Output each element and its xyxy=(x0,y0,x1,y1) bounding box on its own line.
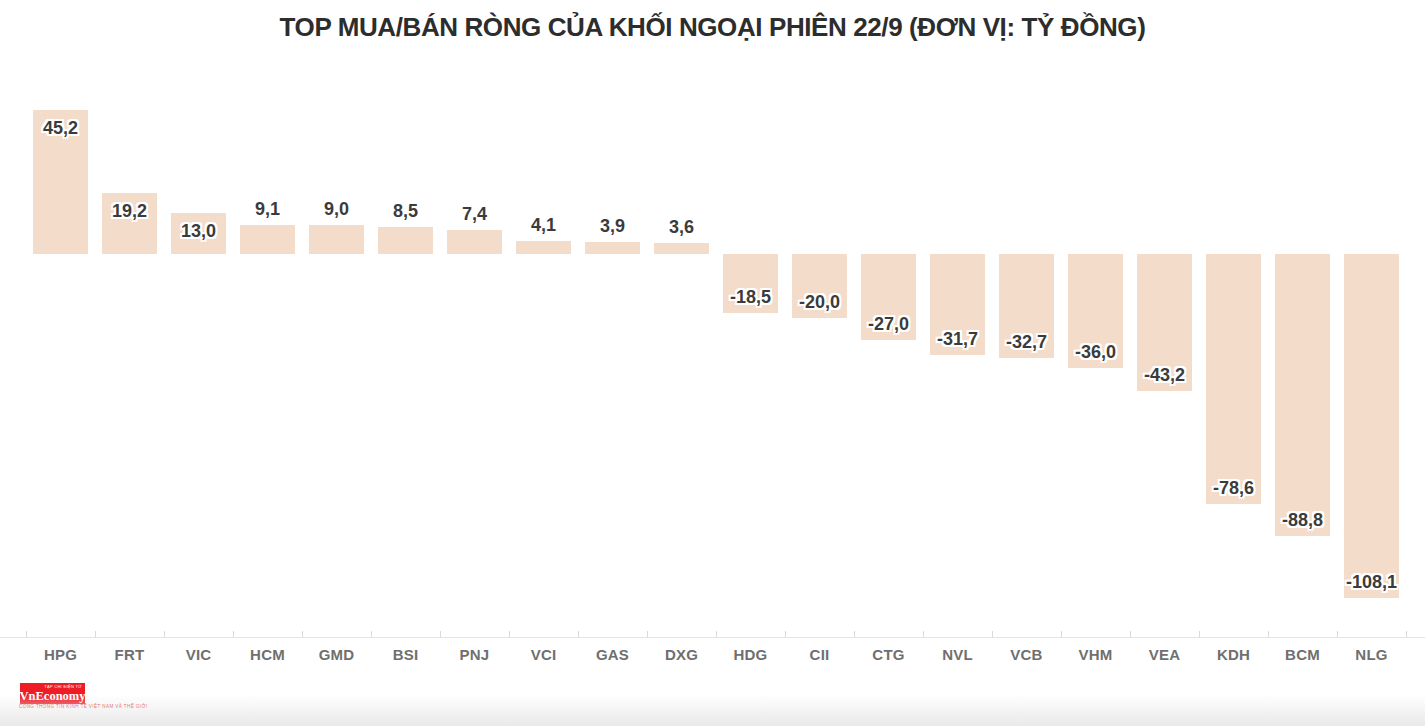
x-axis-tick xyxy=(164,631,165,637)
x-axis-label-NLG: NLG xyxy=(1337,646,1406,663)
bar-value-label-GAS: 3,9 xyxy=(600,216,625,237)
bar-value-label-DXG: 3,6 xyxy=(669,217,694,238)
bar-BSI xyxy=(378,227,433,254)
bar-NLG xyxy=(1344,254,1399,598)
bar-GAS xyxy=(585,242,640,254)
x-axis-tick xyxy=(95,631,96,637)
x-axis-label-VIC: VIC xyxy=(164,646,233,663)
x-axis-tick xyxy=(1061,631,1062,637)
bar-value-label-VEA: -43,2 xyxy=(1144,365,1185,386)
x-axis-tick xyxy=(1337,631,1338,637)
bar-value-label-NLG: -108,1 xyxy=(1346,572,1397,593)
bar-value-label-CII: -20,0 xyxy=(799,292,840,313)
bottom-gradient xyxy=(0,694,1425,726)
x-axis-label-BCM: BCM xyxy=(1268,646,1337,663)
x-axis-tick xyxy=(302,631,303,637)
bar-GMD xyxy=(309,225,364,254)
x-axis-tick xyxy=(578,631,579,637)
x-axis-label-BSI: BSI xyxy=(371,646,440,663)
bar-VCI xyxy=(516,241,571,254)
x-axis-tick xyxy=(716,631,717,637)
x-axis-label-CII: CII xyxy=(785,646,854,663)
bar-value-label-BCM: -88,8 xyxy=(1282,510,1323,531)
x-axis-tick xyxy=(854,631,855,637)
bar-value-label-BSI: 8,5 xyxy=(393,201,418,222)
x-axis-tick xyxy=(233,631,234,637)
bar-KDH xyxy=(1206,254,1261,504)
x-axis-tick xyxy=(1406,631,1407,637)
x-axis-tick xyxy=(1268,631,1269,637)
x-axis-label-HCM: HCM xyxy=(233,646,302,663)
bar-value-label-FRT: 19,2 xyxy=(112,201,147,222)
x-axis-tick xyxy=(1199,631,1200,637)
bar-HCM xyxy=(240,225,295,254)
x-axis-tick xyxy=(785,631,786,637)
x-axis-label-VHM: VHM xyxy=(1061,646,1130,663)
bar-value-label-VHM: -36,0 xyxy=(1075,342,1116,363)
x-axis-tick xyxy=(923,631,924,637)
x-axis-label-HDG: HDG xyxy=(716,646,785,663)
x-axis-label-VCB: VCB xyxy=(992,646,1061,663)
x-axis-tick xyxy=(1130,631,1131,637)
x-axis-tick xyxy=(647,631,648,637)
x-axis-label-PNJ: PNJ xyxy=(440,646,509,663)
x-axis-label-CTG: CTG xyxy=(854,646,923,663)
x-axis-tick xyxy=(992,631,993,637)
chart-page: TOP MUA/BÁN RÒNG CỦA KHỐI NGOẠI PHIÊN 22… xyxy=(0,0,1425,726)
bar-PNJ xyxy=(447,230,502,254)
bar-value-label-VCI: 4,1 xyxy=(531,215,556,236)
bar-BCM xyxy=(1275,254,1330,536)
bar-value-label-NVL: -31,7 xyxy=(937,329,978,350)
x-axis-label-NVL: NVL xyxy=(923,646,992,663)
x-axis-tick xyxy=(371,631,372,637)
x-axis-label-FRT: FRT xyxy=(95,646,164,663)
x-axis-label-DXG: DXG xyxy=(647,646,716,663)
x-axis-label-GAS: GAS xyxy=(578,646,647,663)
x-axis-line xyxy=(0,637,1425,638)
bar-value-label-HCM: 9,1 xyxy=(255,199,280,220)
bar-value-label-HPG: 45,2 xyxy=(43,118,78,139)
bar-value-label-HDG: -18,5 xyxy=(730,287,771,308)
bar-value-label-CTG: -27,0 xyxy=(868,314,909,335)
bar-value-label-VCB: -32,7 xyxy=(1006,332,1047,353)
chart-title: TOP MUA/BÁN RÒNG CỦA KHỐI NGOẠI PHIÊN 22… xyxy=(0,12,1425,43)
x-axis-label-GMD: GMD xyxy=(302,646,371,663)
bar-value-label-KDH: -78,6 xyxy=(1213,478,1254,499)
bar-DXG xyxy=(654,243,709,254)
bar-value-label-GMD: 9,0 xyxy=(324,199,349,220)
bar-value-label-PNJ: 7,4 xyxy=(462,204,487,225)
x-axis-tick xyxy=(26,631,27,637)
x-axis-label-KDH: KDH xyxy=(1199,646,1268,663)
x-axis-tick xyxy=(440,631,441,637)
x-axis-tick xyxy=(509,631,510,637)
x-axis-label-HPG: HPG xyxy=(26,646,95,663)
x-axis-label-VCI: VCI xyxy=(509,646,578,663)
bar-value-label-VIC: 13,0 xyxy=(181,221,216,242)
x-axis-label-VEA: VEA xyxy=(1130,646,1199,663)
